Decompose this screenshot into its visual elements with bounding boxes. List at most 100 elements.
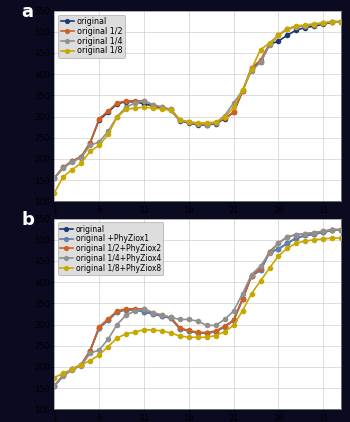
original 1/4+PhyZiox4 <box>294 232 299 237</box>
original 1/2+PhyZiox2 <box>160 313 164 318</box>
original +PhyZiox1 <box>106 318 110 323</box>
original <box>115 101 119 106</box>
original 1/2 <box>178 117 182 122</box>
original 1/8+PhyZiox8 <box>276 253 281 258</box>
original 1/4+PhyZiox4 <box>214 323 218 328</box>
original 1/2+PhyZiox2 <box>321 229 326 234</box>
original +PhyZiox1 <box>142 309 146 314</box>
original +PhyZiox1 <box>196 330 200 335</box>
original 1/4+PhyZiox4 <box>97 347 101 352</box>
original +PhyZiox1 <box>258 268 262 273</box>
original 1/4 <box>124 105 128 110</box>
original 1/8 <box>276 32 281 38</box>
original <box>178 326 182 331</box>
original 1/8+PhyZiox8 <box>79 362 83 367</box>
original 1/2+PhyZiox2 <box>88 348 92 353</box>
original 1/2+PhyZiox2 <box>267 249 272 254</box>
original <box>169 108 173 113</box>
original 1/2 <box>196 122 200 127</box>
original 1/4+PhyZiox4 <box>187 317 191 322</box>
original 1/2 <box>70 159 74 164</box>
original <box>240 89 245 94</box>
original 1/8 <box>115 115 119 120</box>
original 1/8 <box>178 117 182 122</box>
original 1/2 <box>303 23 308 28</box>
original 1/8 <box>133 106 137 111</box>
original +PhyZiox1 <box>205 330 209 335</box>
original 1/4+PhyZiox4 <box>205 323 209 328</box>
original 1/8 <box>52 190 56 195</box>
original 1/8 <box>97 143 101 148</box>
original 1/4 <box>196 122 200 127</box>
original 1/2+PhyZiox2 <box>240 297 245 302</box>
original 1/4+PhyZiox4 <box>169 315 173 320</box>
original <box>124 307 128 312</box>
original <box>160 314 164 319</box>
original 1/4+PhyZiox4 <box>250 272 254 277</box>
original 1/8+PhyZiox8 <box>196 335 200 340</box>
original 1/2+PhyZiox2 <box>97 324 101 329</box>
original 1/8 <box>285 26 289 31</box>
original 1/8+PhyZiox8 <box>214 333 218 338</box>
original 1/4+PhyZiox4 <box>267 251 272 256</box>
original +PhyZiox1 <box>88 348 92 353</box>
original <box>258 60 262 65</box>
original 1/2 <box>52 176 56 181</box>
original 1/2+PhyZiox2 <box>223 324 227 329</box>
original <box>61 373 65 378</box>
original +PhyZiox1 <box>151 311 155 316</box>
original 1/8 <box>151 106 155 111</box>
original 1/8 <box>196 120 200 125</box>
original 1/2 <box>106 108 110 114</box>
original 1/4 <box>169 107 173 112</box>
original 1/8 <box>124 107 128 112</box>
original 1/4+PhyZiox4 <box>285 234 289 239</box>
original <box>97 325 101 330</box>
original <box>70 367 74 372</box>
original 1/4+PhyZiox4 <box>330 227 334 232</box>
original 1/2 <box>294 24 299 29</box>
original 1/2+PhyZiox2 <box>232 318 236 323</box>
original <box>223 116 227 121</box>
original 1/2 <box>321 21 326 26</box>
original 1/8+PhyZiox8 <box>250 291 254 296</box>
original 1/4 <box>223 113 227 118</box>
original 1/2 <box>160 105 164 110</box>
original 1/2 <box>214 120 218 125</box>
original 1/8 <box>160 106 164 111</box>
original 1/8+PhyZiox8 <box>61 371 65 376</box>
original <box>285 241 289 246</box>
original <box>321 22 326 27</box>
original <box>151 103 155 108</box>
original 1/2+PhyZiox2 <box>250 273 254 278</box>
original <box>133 307 137 312</box>
original 1/8 <box>267 41 272 46</box>
original 1/4 <box>240 88 245 93</box>
original 1/4 <box>115 114 119 119</box>
original 1/4 <box>142 98 146 103</box>
original <box>151 311 155 316</box>
original +PhyZiox1 <box>178 326 182 331</box>
original 1/2 <box>339 19 343 24</box>
original +PhyZiox1 <box>267 250 272 255</box>
Line: original: original <box>52 19 343 180</box>
original 1/4+PhyZiox4 <box>339 227 343 232</box>
original 1/8 <box>294 23 299 28</box>
original 1/2 <box>250 65 254 70</box>
original 1/2 <box>276 32 281 38</box>
original 1/2 <box>115 100 119 106</box>
original 1/2+PhyZiox2 <box>303 231 308 236</box>
original 1/4+PhyZiox4 <box>196 319 200 324</box>
original 1/2+PhyZiox2 <box>124 306 128 311</box>
original 1/8+PhyZiox8 <box>142 327 146 332</box>
original 1/4+PhyZiox4 <box>240 291 245 296</box>
original 1/8+PhyZiox8 <box>187 335 191 340</box>
original <box>250 273 254 278</box>
original <box>339 19 343 24</box>
original 1/2 <box>240 89 245 94</box>
original <box>303 25 308 30</box>
original 1/4 <box>321 21 326 26</box>
original <box>187 328 191 333</box>
original <box>97 117 101 122</box>
original 1/2 <box>267 41 272 46</box>
